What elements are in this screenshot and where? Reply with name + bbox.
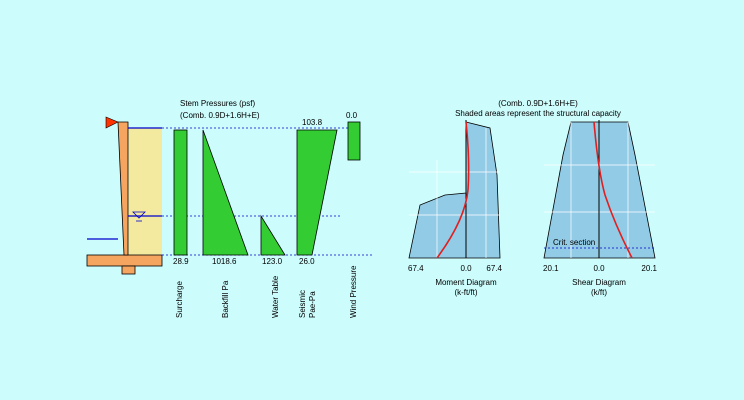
shear-center-value: 0.0 bbox=[593, 264, 605, 273]
seismic-pressure-trapezoid bbox=[296, 129, 338, 256]
shear-diagram-title: Shear Diagram bbox=[572, 278, 626, 287]
surcharge-flag-icon bbox=[105, 116, 119, 129]
wall-footing bbox=[86, 254, 163, 267]
backfill-soil bbox=[128, 128, 162, 255]
stem-pressures-title: Stem Pressures (psf) bbox=[180, 99, 255, 108]
seismic-bottom-value: 26.0 bbox=[299, 257, 315, 266]
stem-pressures-combo: (Comb. 0.9D+1.6H+E) bbox=[180, 111, 260, 120]
shear-right-value: 20.1 bbox=[641, 264, 657, 273]
backfill-bottom-value: 1018.6 bbox=[212, 257, 237, 266]
moment-capacity-area bbox=[408, 121, 501, 259]
backfill-pressure-triangle bbox=[202, 129, 249, 256]
wind-label: Wind Pressure bbox=[349, 265, 358, 318]
moment-diagram-title: Moment Diagram bbox=[435, 278, 497, 287]
wind-top-value: 0.0 bbox=[346, 111, 358, 120]
moment-center-value: 0.0 bbox=[460, 264, 472, 273]
moment-left-value: 67.4 bbox=[408, 264, 424, 273]
wall-key bbox=[121, 265, 136, 275]
backfill-label: Backfill Pa bbox=[221, 280, 230, 318]
shear-demand-curve bbox=[593, 121, 633, 259]
moment-demand-curve bbox=[436, 121, 470, 259]
moment-right-value: 67.4 bbox=[486, 264, 502, 273]
capacity-note: Shaded areas represent the structural ca… bbox=[455, 109, 621, 118]
seismic-label-line-1: Seismic bbox=[298, 290, 307, 318]
seismic-top-value: 103.8 bbox=[302, 118, 323, 127]
wall-stem bbox=[117, 121, 129, 256]
water-table-pressure-triangle bbox=[260, 214, 286, 256]
shear-diagram: Crit. section 20.1 0.0 20.1 Shear Diagra… bbox=[543, 120, 658, 297]
water-table-label: Water Table bbox=[271, 275, 280, 318]
capacity-combo: (Comb. 0.9D+1.6H+E) bbox=[498, 99, 578, 108]
moment-diagram: 67.4 0.0 67.4 Moment Diagram (k-ft/ft) bbox=[408, 120, 503, 297]
surcharge-pressure-bar bbox=[173, 129, 188, 256]
surcharge-label: Surcharge bbox=[175, 281, 184, 318]
shear-units: (k/ft) bbox=[591, 288, 607, 297]
surcharge-bottom-value: 28.9 bbox=[173, 257, 189, 266]
shear-left-value: 20.1 bbox=[543, 264, 559, 273]
moment-units: (k-ft/ft) bbox=[454, 288, 477, 297]
critical-section-label: Crit. section bbox=[553, 238, 595, 247]
wind-pressure-bar bbox=[347, 121, 361, 161]
water-table-triangle-icon bbox=[132, 211, 146, 219]
seismic-label-line-2: Pae-Pa bbox=[308, 291, 317, 318]
wall-sketch bbox=[86, 116, 163, 275]
water-table-bottom-value: 123.0 bbox=[262, 257, 283, 266]
